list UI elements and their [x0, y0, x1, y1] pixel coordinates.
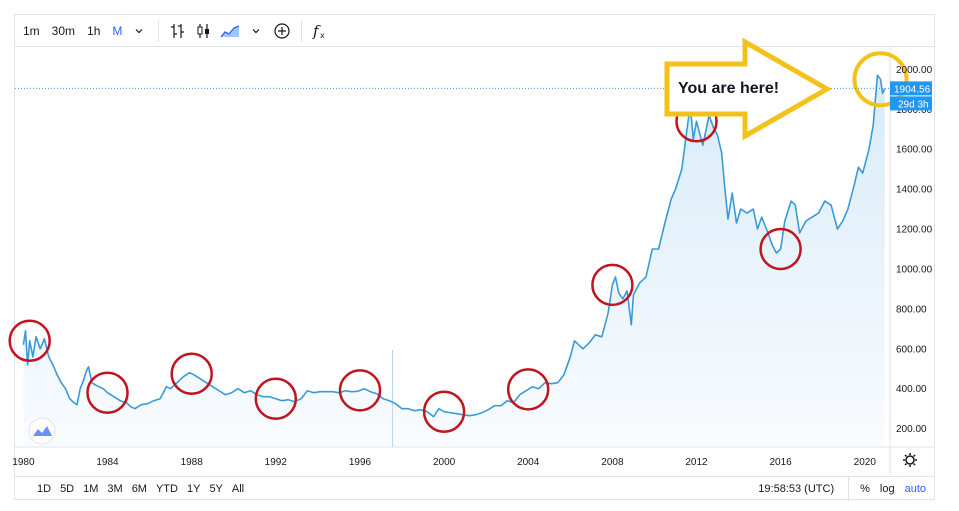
range-1m[interactable]: 1M: [83, 483, 99, 495]
y-tick-label: 1200.00: [896, 225, 933, 236]
chart-frame: [14, 14, 935, 500]
y-tick-label: 1600.00: [896, 145, 933, 156]
circled-point: [591, 263, 634, 307]
log-toggle[interactable]: log: [879, 483, 895, 495]
auto-toggle[interactable]: auto: [904, 483, 926, 495]
circled-point: [8, 319, 51, 363]
gear-icon[interactable]: [903, 453, 917, 467]
countdown-label: 29d 3h: [898, 99, 929, 110]
x-tick-label: 2020: [854, 457, 877, 468]
range-1d[interactable]: 1D: [37, 483, 52, 495]
range-1y[interactable]: 1Y: [186, 483, 201, 495]
tradingview-logo-icon[interactable]: [28, 417, 56, 445]
range-ytd[interactable]: YTD: [155, 483, 178, 495]
circled-point: [422, 390, 466, 433]
x-axis: 1980 1984 1988 1992 1996 2000 2004 2008 2012 2016…: [12, 457, 876, 468]
circled-point: [86, 371, 129, 414]
svg-text:f: f: [312, 22, 321, 40]
range-5d[interactable]: 5D: [60, 483, 75, 495]
chart-area: [23, 75, 885, 448]
interval-1h[interactable]: 1h: [87, 23, 101, 38]
x-tick-label: 1980: [12, 457, 35, 468]
range-3m[interactable]: 3M: [107, 483, 123, 495]
last-price-label-bg: [890, 81, 932, 96]
bar-chart-icon[interactable]: [167, 20, 189, 42]
y-tick-label: 200.00: [896, 424, 927, 435]
series-area-fill: [23, 75, 885, 448]
annotation-text: You are here!: [678, 80, 779, 97]
x-tick-label: 1988: [181, 457, 204, 468]
candlestick-icon[interactable]: [193, 20, 215, 42]
interval-1m[interactable]: 1m: [23, 23, 40, 38]
y-tick-label: 2000.00: [896, 65, 933, 76]
y-tick-label: 1400.00: [896, 185, 933, 196]
interval-30m[interactable]: 30m: [51, 23, 76, 38]
toolbar-divider: [158, 19, 160, 42]
circled-point: [254, 377, 298, 420]
current-price-circle: [852, 51, 909, 108]
circled-point: [759, 227, 802, 271]
add-indicator-icon[interactable]: [271, 20, 293, 42]
bottom-toolbar: 1D 5D 1M 3M 6M YTD 1Y 5Y All 19:58:53 (U…: [15, 476, 934, 501]
last-price-label: 1904.56: [894, 84, 931, 95]
interval-month[interactable]: M: [112, 23, 123, 38]
range-5y[interactable]: 5Y: [209, 483, 223, 495]
y-tick-label: 400.00: [896, 384, 927, 395]
x-tick-label: 1984: [96, 457, 119, 468]
utc-clock: 19:58:53 (UTC): [758, 477, 850, 501]
x-tick-label: 2016: [769, 457, 792, 468]
y-tick-label: 1000.00: [896, 265, 933, 276]
svg-text:x: x: [320, 31, 325, 40]
x-tick-label: 2004: [517, 457, 540, 468]
circled-point: [170, 352, 213, 395]
range-all[interactable]: All: [231, 483, 245, 495]
arrow-shape: [664, 37, 833, 141]
annotation-arrow: You are here!: [664, 37, 833, 141]
annotation-circles: [8, 51, 909, 433]
x-tick-label: 2008: [601, 457, 624, 468]
toolbar-divider: [301, 19, 303, 42]
area-chart-icon[interactable]: [219, 20, 241, 42]
y-tick-label: 800.00: [896, 304, 927, 315]
circled-point: [506, 368, 550, 411]
percent-toggle[interactable]: %: [860, 483, 870, 495]
chevron-down-icon[interactable]: [128, 20, 150, 42]
countdown-label-bg: [890, 96, 932, 111]
y-axis: 200.00 400.00 600.00 800.00 1000.00 1200.00 14…: [896, 65, 933, 435]
circled-point: [338, 369, 382, 412]
range-6m[interactable]: 6M: [131, 483, 147, 495]
x-tick-label: 1992: [265, 457, 288, 468]
x-tick-label: 1996: [349, 457, 372, 468]
x-tick-label: 2012: [685, 457, 708, 468]
chevron-down-icon[interactable]: [245, 20, 267, 42]
x-tick-label: 2000: [433, 457, 456, 468]
y-tick-label: 600.00: [896, 344, 927, 355]
